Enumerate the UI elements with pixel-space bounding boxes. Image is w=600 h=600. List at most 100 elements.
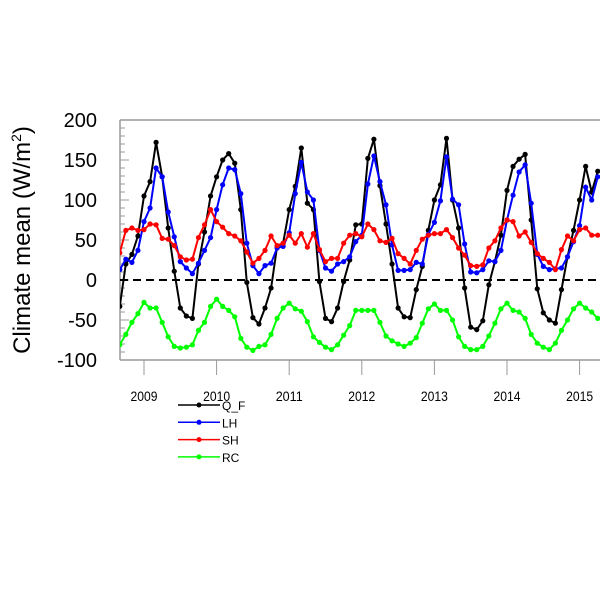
x-tick-label: 2014 bbox=[494, 388, 521, 404]
data-point bbox=[564, 317, 571, 323]
data-point bbox=[141, 299, 147, 305]
data-point bbox=[413, 247, 419, 253]
data-point bbox=[492, 320, 498, 326]
data-point bbox=[365, 181, 371, 187]
data-point bbox=[377, 179, 383, 185]
data-point bbox=[431, 219, 437, 225]
data-point bbox=[153, 222, 159, 228]
data-point bbox=[189, 271, 195, 277]
data-point bbox=[250, 260, 256, 266]
data-point bbox=[328, 268, 335, 274]
data-point bbox=[443, 135, 450, 141]
data-point bbox=[129, 225, 135, 231]
data-point bbox=[195, 260, 202, 266]
data-point bbox=[534, 251, 540, 257]
data-point bbox=[147, 205, 153, 211]
data-point bbox=[177, 305, 183, 311]
data-point bbox=[214, 296, 220, 302]
data-point bbox=[298, 159, 304, 165]
series-group bbox=[120, 135, 600, 353]
data-point bbox=[335, 261, 341, 267]
data-point bbox=[504, 217, 510, 223]
data-point bbox=[328, 255, 335, 261]
data-point bbox=[468, 263, 474, 269]
data-point bbox=[201, 247, 208, 253]
x-tick-label: 2011 bbox=[276, 388, 303, 404]
x-tick-label: 2015 bbox=[566, 388, 593, 404]
y-tick-label: 50 bbox=[75, 230, 97, 252]
data-point bbox=[462, 285, 468, 291]
data-point bbox=[120, 250, 123, 256]
data-point bbox=[407, 261, 413, 267]
data-point bbox=[153, 305, 159, 311]
data-point bbox=[262, 263, 268, 269]
data-point bbox=[292, 240, 298, 246]
data-point bbox=[141, 219, 147, 225]
data-point bbox=[474, 327, 480, 333]
data-point bbox=[256, 321, 262, 327]
data-point bbox=[177, 254, 183, 260]
data-point bbox=[395, 305, 401, 311]
data-point bbox=[377, 238, 383, 244]
data-point bbox=[564, 254, 571, 260]
data-point bbox=[177, 259, 183, 265]
series-rc bbox=[120, 296, 600, 353]
data-point bbox=[268, 260, 274, 266]
data-point bbox=[504, 187, 510, 193]
data-point bbox=[528, 200, 534, 206]
data-point bbox=[123, 227, 129, 233]
y-tick-label: -50 bbox=[68, 310, 97, 332]
data-point bbox=[347, 323, 353, 329]
data-point bbox=[250, 347, 256, 353]
data-point bbox=[226, 151, 232, 157]
data-point bbox=[583, 163, 589, 169]
series-sh bbox=[120, 207, 600, 273]
data-point bbox=[371, 307, 377, 313]
data-point bbox=[220, 182, 226, 188]
data-point bbox=[528, 239, 534, 245]
data-point bbox=[159, 319, 165, 325]
data-point bbox=[383, 239, 389, 245]
data-point bbox=[316, 339, 323, 345]
data-point bbox=[468, 347, 474, 353]
x-tick-label: 2012 bbox=[348, 388, 375, 404]
data-point bbox=[546, 317, 552, 323]
data-point bbox=[540, 344, 546, 350]
data-point bbox=[201, 222, 208, 228]
data-point bbox=[120, 267, 123, 273]
x-tick-label: 2013 bbox=[421, 388, 448, 404]
data-point bbox=[341, 332, 347, 338]
data-point bbox=[189, 256, 195, 262]
data-point bbox=[220, 157, 226, 163]
data-point bbox=[468, 269, 474, 275]
data-point bbox=[540, 310, 546, 316]
data-point bbox=[516, 169, 522, 175]
data-point bbox=[510, 163, 516, 169]
data-point bbox=[232, 167, 238, 173]
legend-label: LH bbox=[222, 416, 237, 430]
data-point bbox=[171, 268, 177, 274]
data-point bbox=[177, 345, 183, 351]
data-point bbox=[395, 341, 401, 347]
data-point bbox=[214, 219, 220, 225]
data-point bbox=[159, 235, 165, 241]
data-point bbox=[443, 307, 450, 313]
legend-item: Q_F bbox=[178, 399, 245, 413]
y-tick-label: 200 bbox=[64, 110, 97, 132]
data-point bbox=[298, 145, 304, 151]
data-point bbox=[456, 225, 462, 231]
data-point bbox=[189, 342, 195, 348]
data-point bbox=[401, 267, 407, 273]
data-point bbox=[286, 207, 292, 213]
data-point bbox=[165, 225, 171, 231]
data-point bbox=[407, 267, 413, 273]
data-point bbox=[474, 270, 480, 276]
data-point bbox=[492, 259, 498, 265]
data-point bbox=[250, 315, 256, 321]
data-point bbox=[389, 261, 395, 267]
data-point bbox=[595, 232, 600, 238]
data-point bbox=[292, 306, 298, 312]
legend-label: RC bbox=[222, 451, 240, 465]
data-point bbox=[522, 315, 528, 321]
data-point bbox=[498, 247, 504, 253]
